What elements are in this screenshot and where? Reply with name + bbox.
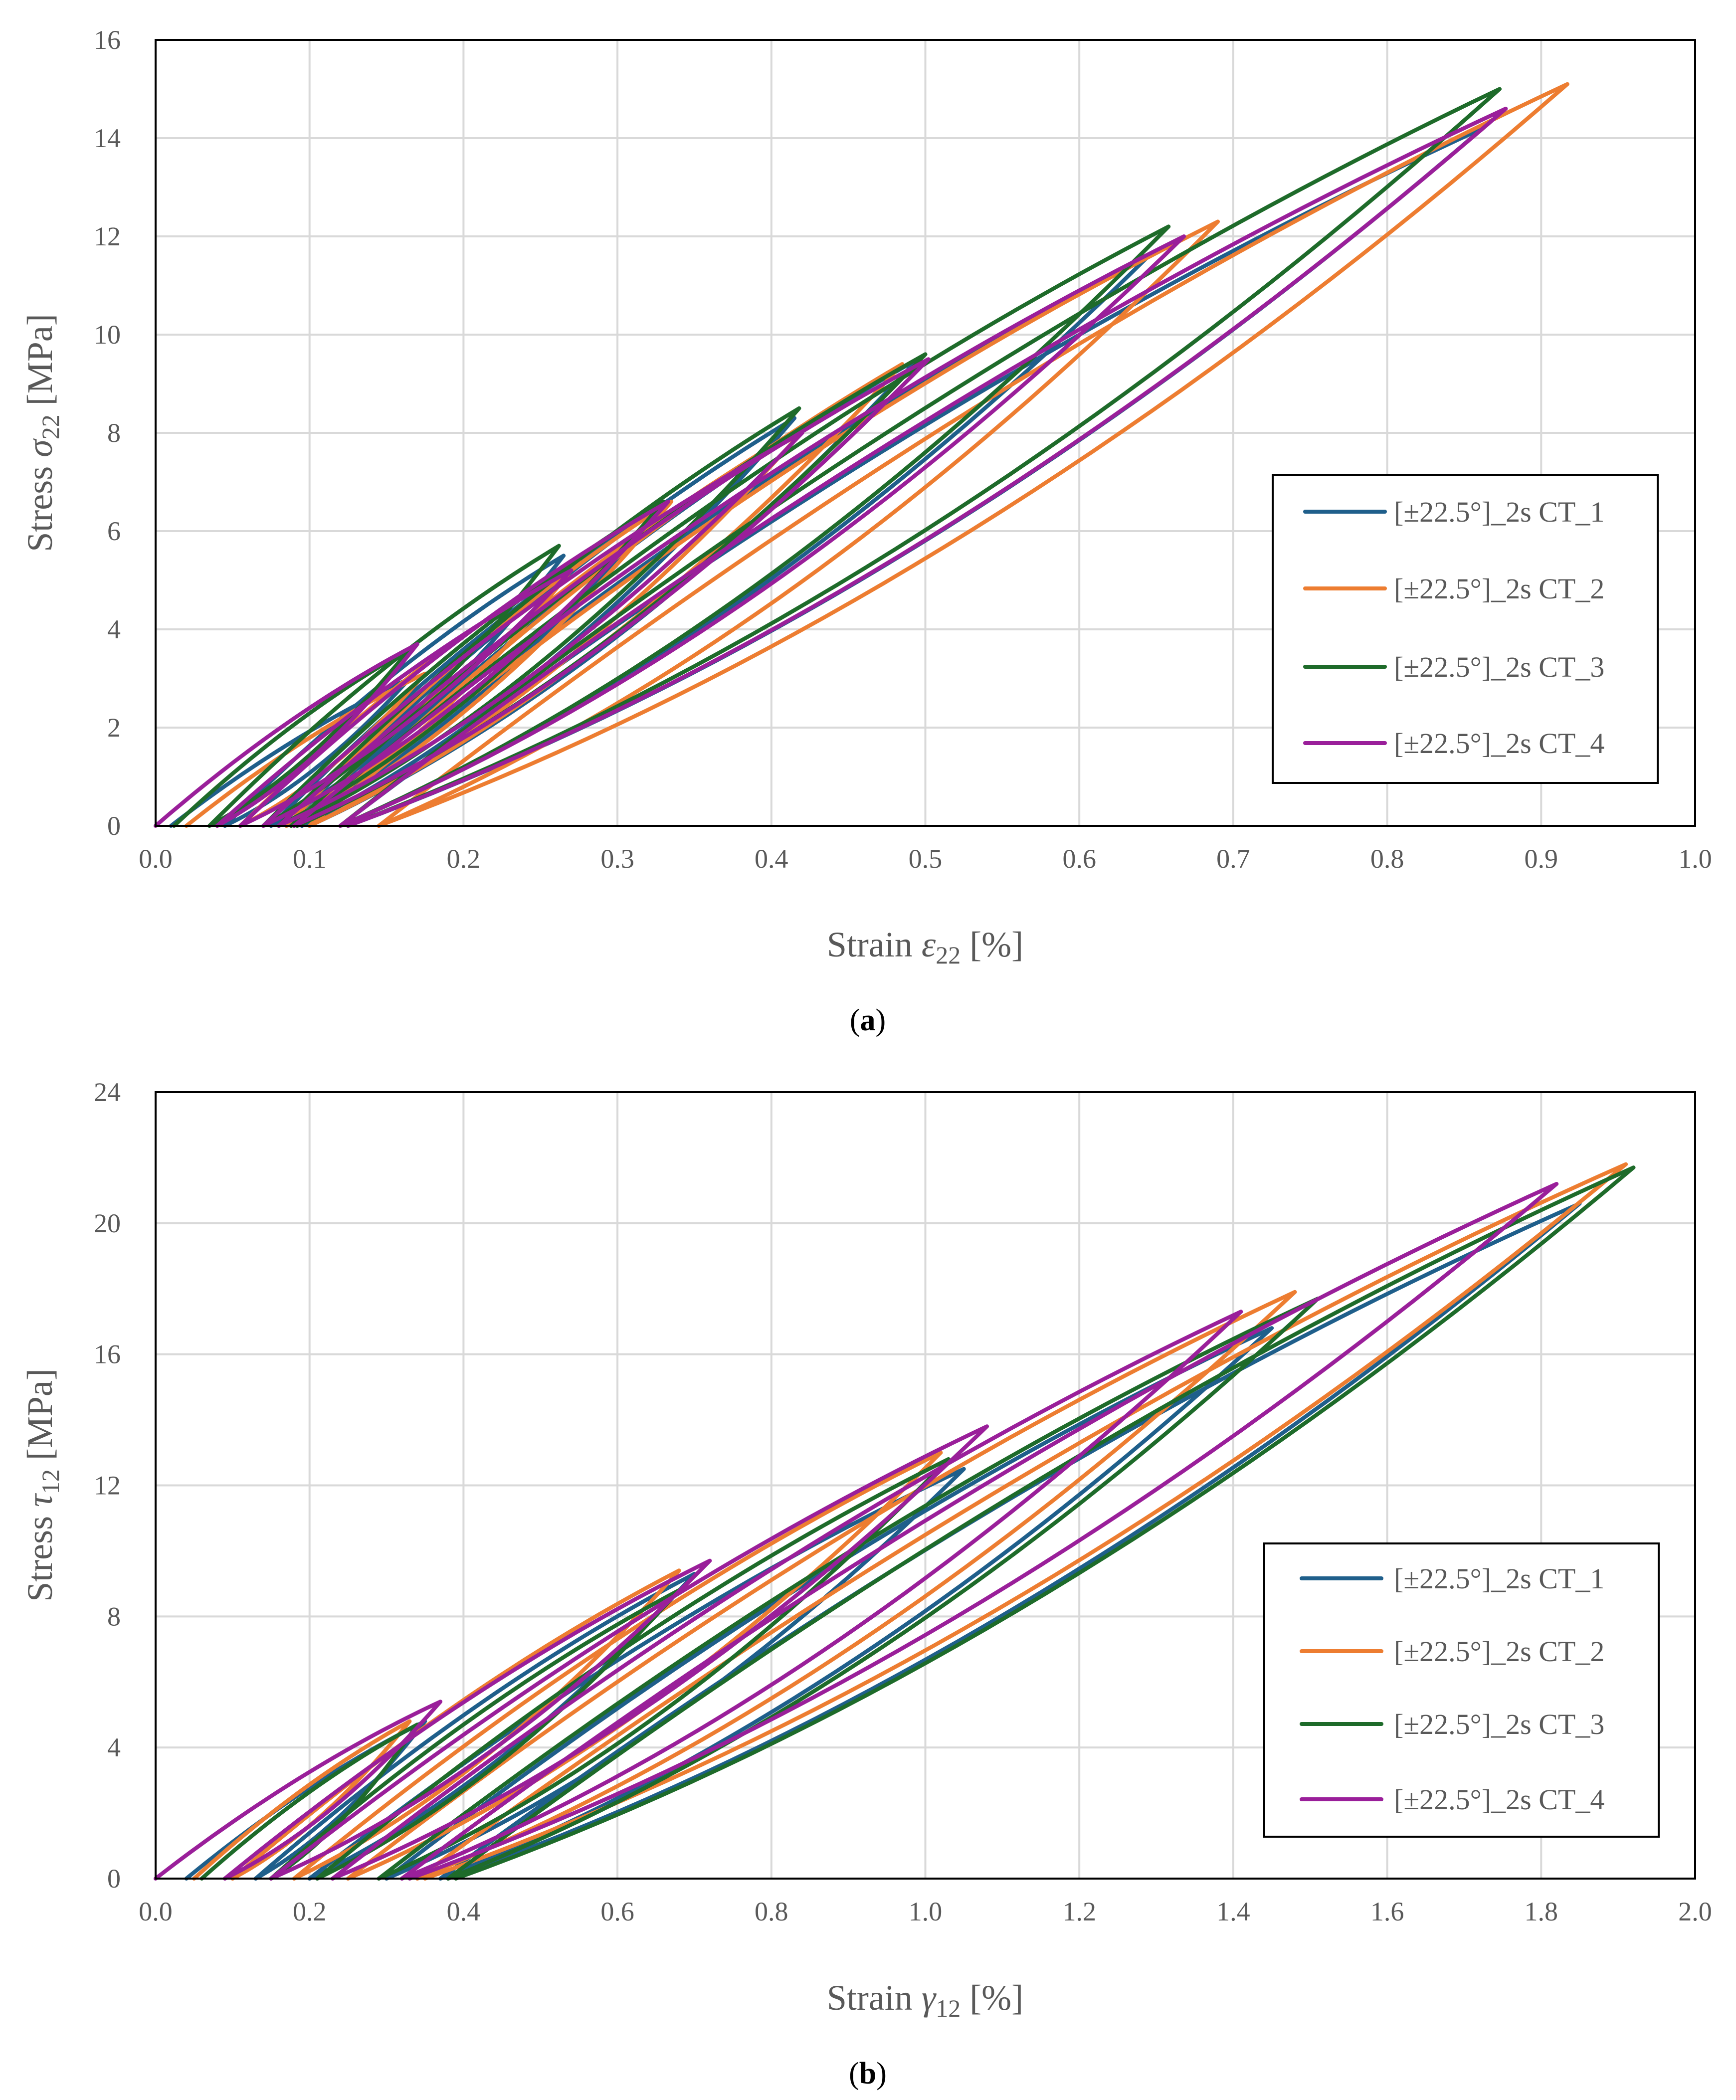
panel-a-ct2-loop-7 <box>377 82 1569 828</box>
panel-a-x-tick-3: 0.3 <box>600 844 634 874</box>
panel-b-y-tick-3: 12 <box>94 1471 121 1501</box>
panel-b-x-tick-6: 1.2 <box>1062 1897 1096 1926</box>
panel-b-ct3-loop-3 <box>315 1457 951 1881</box>
panel-a-ct4-loop-1 <box>154 642 419 828</box>
panel-b-curves <box>154 1162 1636 1881</box>
panel-a-x-tick-10: 1.0 <box>1678 844 1712 874</box>
panel-a-x-tick-2: 0.2 <box>447 844 481 874</box>
panel-a-caption: (a) <box>850 1003 886 1037</box>
panel-b-caption: (b) <box>849 2057 887 2091</box>
panel-b-ct4-loop-2 <box>222 1558 712 1881</box>
panel-a-y-tick-1: 2 <box>107 713 121 743</box>
panel-b-x-tick-2: 0.4 <box>447 1897 481 1926</box>
panel-a-y-tick-2: 4 <box>107 614 121 644</box>
panel-a-y-tick-7: 14 <box>94 123 121 153</box>
panel-a-ct2-loop-6 <box>307 219 1220 828</box>
panel-a-legend-label-ct4: [±22.5°]_2s CT_4 <box>1394 727 1604 760</box>
panel-b-x-axis-label: Strain γ12 [%] <box>827 1978 1023 2022</box>
panel-b-x-tick-5: 1.0 <box>909 1897 943 1926</box>
panel-b-legend-label-ct2: [±22.5°]_2s CT_2 <box>1394 1635 1604 1668</box>
panel-b-legend-label-ct1: [±22.5°]_2s CT_1 <box>1394 1562 1604 1595</box>
panel-b-legend: [±22.5°]_2s CT_1 [±22.5°]_2s CT_2 [±22.5… <box>1263 1542 1660 1838</box>
panel-b-x-tick-4: 0.8 <box>755 1897 788 1926</box>
panel-b-y-tick-4: 16 <box>94 1339 121 1369</box>
panel-b-y-tick-5: 20 <box>94 1208 121 1238</box>
panel-a-legend-label-ct2: [±22.5°]_2s CT_2 <box>1394 573 1604 605</box>
panel-b-y-tick-labels: 0 4 8 12 16 20 24 <box>94 1077 121 1894</box>
panel-a-ct4-loop-3 <box>238 499 670 828</box>
panel-a-legend-label-ct1: [±22.5°]_2s CT_1 <box>1394 496 1604 528</box>
panel-b-ct4-loop-1 <box>154 1700 443 1881</box>
panel-a-x-tick-6: 0.6 <box>1062 844 1096 874</box>
panel-a-y-tick-0: 0 <box>107 811 121 841</box>
panel-b-x-tick-3: 0.6 <box>600 1897 634 1926</box>
panel-a-y-axis-label: Stress σ22 [MPa] <box>20 314 64 552</box>
panel-a-chart: 0.0 0.1 0.2 0.3 0.4 0.5 0.6 0.7 0.8 0.9 1.0 0 2 4 6 8 1… <box>20 25 1712 1037</box>
panel-a-y-tick-6: 12 <box>94 221 121 251</box>
panel-a-ct3-loop-6 <box>295 224 1171 828</box>
panel-a-legend-label-ct3: [±22.5°]_2s CT_3 <box>1394 651 1604 683</box>
panel-b-ct4-loop-5 <box>399 1182 1559 1881</box>
panel-a-x-tick-0: 0.0 <box>139 844 173 874</box>
panel-a-x-tick-1: 0.1 <box>293 844 327 874</box>
panel-a-x-tick-labels: 0.0 0.1 0.2 0.3 0.4 0.5 0.6 0.7 0.8 0.9 1.0 <box>139 844 1712 874</box>
panel-a-y-tick-3: 6 <box>107 516 121 546</box>
panel-b-x-tick-0: 0.0 <box>139 1897 173 1926</box>
panel-b-y-tick-6: 24 <box>94 1077 121 1107</box>
panel-a-series-ct4 <box>154 106 1508 828</box>
panel-b-legend-label-ct3: [±22.5°]_2s CT_3 <box>1394 1708 1604 1740</box>
panel-a-legend: [±22.5°]_2s CT_1 [±22.5°]_2s CT_2 [±22.5… <box>1272 474 1659 784</box>
panel-b-y-axis-label: Stress τ12 [MPa] <box>20 1368 64 1602</box>
panel-b-x-tick-9: 1.8 <box>1525 1897 1558 1926</box>
panel-b-y-tick-2: 8 <box>107 1601 121 1631</box>
panel-b-ct3-loop-5 <box>446 1165 1636 1881</box>
panel-b-ct2-loop-5 <box>415 1162 1628 1881</box>
panel-b-legend-label-ct4: [±22.5°]_2s CT_4 <box>1394 1783 1604 1816</box>
panel-b-ct1-loop-4 <box>385 1326 1274 1881</box>
panel-a-curves <box>154 82 1569 828</box>
panel-b-y-tick-0: 0 <box>107 1864 121 1894</box>
panel-a-ct3-loop-7 <box>338 87 1502 828</box>
panel-b-x-tick-7: 1.4 <box>1216 1897 1250 1926</box>
panel-a-y-tick-8: 16 <box>94 25 121 55</box>
panel-b-ct2-loop-4 <box>346 1290 1297 1881</box>
panel-a-x-tick-7: 0.7 <box>1216 844 1250 874</box>
panel-a-legend-box <box>1272 474 1659 784</box>
panel-b-x-tick-8: 1.6 <box>1370 1897 1404 1926</box>
panel-b-legend-box <box>1263 1542 1660 1838</box>
panel-b-x-tick-labels: 0.0 0.2 0.4 0.6 0.8 1.0 1.2 1.4 1.6 1.8 2.0 <box>139 1897 1712 1926</box>
panel-b-y-tick-1: 4 <box>107 1732 121 1762</box>
panel-a-x-tick-9: 0.9 <box>1525 844 1558 874</box>
panel-a-ct4-loop-7 <box>338 106 1508 828</box>
panel-a-x-tick-8: 0.8 <box>1370 844 1404 874</box>
panel-a-ct3-loop-3 <box>261 499 666 828</box>
panel-a-ct4-loop-6 <box>292 234 1186 828</box>
panel-a-x-tick-5: 0.5 <box>909 844 943 874</box>
panel-b-x-tick-1: 0.2 <box>293 1897 327 1926</box>
panel-a-x-tick-4: 0.4 <box>755 844 788 874</box>
panel-a-x-axis-label: Strain ε22 [%] <box>827 925 1023 969</box>
panel-b-series-ct4 <box>154 1182 1559 1881</box>
panel-b-ct4-loop-4 <box>331 1310 1243 1881</box>
panel-a-plot-frame <box>155 39 1696 827</box>
panel-a-y-tick-5: 10 <box>94 320 121 350</box>
panel-b-chart: 0.0 0.2 0.4 0.6 0.8 1.0 1.2 1.4 1.6 1.8 2.0 0 4 8 12 1… <box>20 1077 1712 2091</box>
panel-a-y-tick-labels: 0 2 4 6 8 10 12 14 16 <box>94 25 121 841</box>
panel-a-ct4-loop-5 <box>277 357 931 828</box>
panel-a-y-tick-4: 8 <box>107 418 121 448</box>
panel-b-x-tick-10: 2.0 <box>1678 1897 1712 1926</box>
panel-b-plot-frame <box>155 1091 1696 1880</box>
panel-b-ct1-loop-3 <box>307 1467 966 1881</box>
panel-a-ct2-loop-3 <box>284 499 674 828</box>
